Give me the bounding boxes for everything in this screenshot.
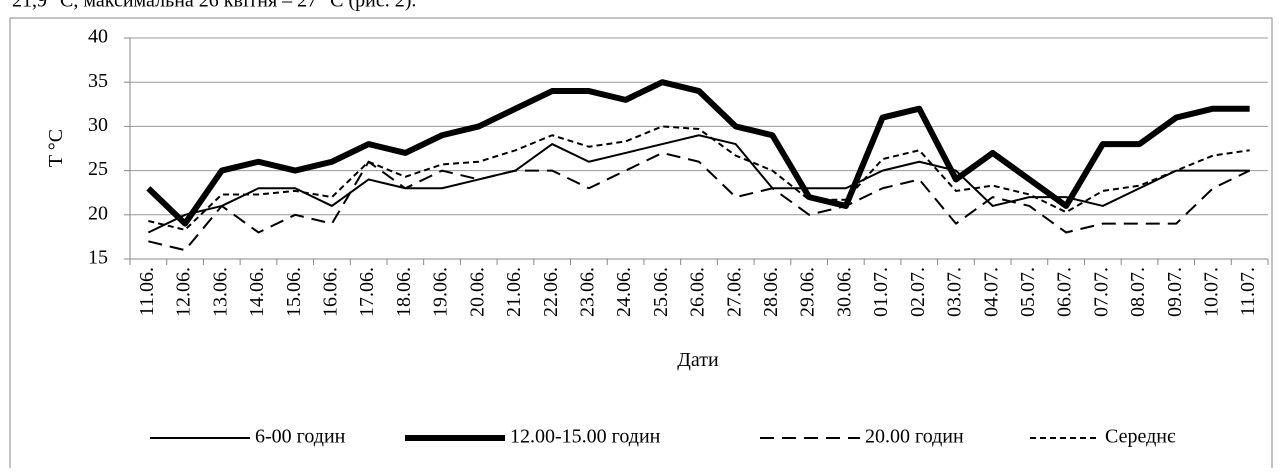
x-tick-label: 09.07. — [1164, 267, 1186, 317]
x-tick-label: 29.06. — [797, 267, 819, 317]
header-text: 21,9 °С, максимальна 26 квітня – 27 °С (… — [12, 0, 416, 12]
line-series — [146, 79, 1250, 227]
y-tick-label: 20 — [88, 202, 108, 224]
x-tick-label: 01.07. — [870, 267, 892, 317]
x-tick-label: 05.07. — [1017, 267, 1039, 317]
y-tick-label: 30 — [88, 114, 108, 136]
x-tick-label: 21.06. — [503, 267, 525, 317]
x-tick-label: 03.07. — [944, 267, 966, 317]
x-tick-label: 11.07. — [1237, 267, 1259, 316]
x-tick-label: 17.06. — [356, 267, 378, 317]
x-tick-label: 07.07. — [1090, 267, 1112, 317]
x-tick-label: 10.07. — [1201, 267, 1223, 317]
legend-label: 12.00-15.00 годин — [510, 426, 661, 448]
x-tick-label: 08.07. — [1127, 267, 1149, 317]
line-series — [148, 125, 1250, 231]
legend-label: Середнє — [1105, 426, 1176, 448]
y-tick-label: 35 — [88, 70, 108, 92]
x-tick-label: 15.06. — [283, 267, 305, 317]
legend-label: 20.00 годин — [865, 426, 964, 448]
x-tick-label: 12.06. — [173, 267, 195, 317]
x-tick-label: 20.06. — [466, 267, 488, 317]
x-tick-label: 16.06. — [319, 267, 341, 317]
y-tick-label: 15 — [88, 247, 108, 269]
x-tick-label: 19.06. — [430, 267, 452, 317]
line-series — [148, 151, 1251, 252]
y-tick-label: 25 — [88, 158, 108, 180]
x-tick-label: 02.07. — [907, 267, 929, 317]
line-series — [147, 134, 1250, 234]
x-tick-label: 30.06. — [833, 267, 855, 317]
chart-border — [9, 17, 1273, 473]
legend-label: 6-00 годин — [255, 426, 346, 448]
x-tick-label: 04.07. — [980, 267, 1002, 317]
x-tick-label: 11.06. — [136, 267, 158, 316]
x-tick-label: 22.06. — [540, 267, 562, 317]
x-tick-label: 06.07. — [1054, 267, 1076, 317]
y-tick-label: 40 — [88, 26, 108, 48]
x-tick-label: 24.06. — [613, 267, 635, 317]
y-axis-label: T °C — [45, 129, 67, 167]
x-tick-label: 26.06. — [687, 267, 709, 317]
x-axis-label: Дати — [677, 349, 719, 371]
x-tick-label: 18.06. — [393, 267, 415, 317]
x-tick-label: 28.06. — [760, 267, 782, 317]
x-tick-label: 14.06. — [246, 267, 268, 317]
x-tick-label: 23.06. — [576, 267, 598, 317]
x-tick-label: 25.06. — [650, 267, 672, 317]
x-tick-label: 27.06. — [723, 267, 745, 317]
x-tick-label: 13.06. — [209, 267, 231, 317]
